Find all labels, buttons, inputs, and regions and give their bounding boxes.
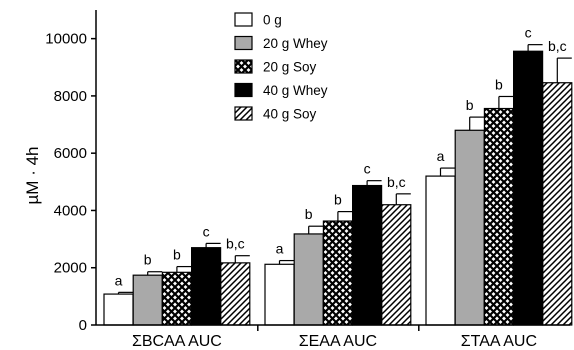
y-axis: 0 2000 4000 6000 8000 10000 µM · 4h: [23, 10, 97, 334]
x-category-label: ΣEAA AUC: [299, 333, 377, 350]
legend-swatch: [234, 12, 253, 27]
bars: a b b c b,c a b b c b,c a b b c b,c: [103, 25, 573, 326]
y-tick-label: 6000: [54, 145, 87, 162]
bar-crosshatch: [322, 220, 353, 326]
significance-label: a: [276, 241, 284, 257]
bar-crosshatch: [161, 271, 192, 326]
significance-label: c: [364, 161, 371, 177]
x-category-label: ΣTAA AUC: [461, 333, 537, 350]
bar-black: [512, 50, 544, 326]
legend-label: 20 g Whey: [263, 36, 328, 51]
y-tick-label: 10000: [45, 31, 87, 48]
legend: 0 g 20 g Whey 20 g Soy 40 g Whey 40 g Soy: [234, 12, 328, 122]
significance-label: b: [334, 192, 342, 208]
legend-label: 0 g: [263, 13, 282, 28]
legend-label: 40 g Whey: [263, 83, 328, 98]
significance-label: b: [173, 247, 181, 263]
bar-white: [103, 293, 134, 326]
legend-swatch: [234, 106, 253, 121]
x-category-label: ΣBCAA AUC: [132, 333, 222, 350]
significance-label: a: [437, 148, 445, 164]
y-axis-label: µM · 4h: [23, 147, 42, 205]
y-tick-label: 4000: [54, 202, 87, 219]
legend-swatch: [234, 59, 253, 74]
bar-gray: [132, 274, 163, 326]
y-tick-label: 0: [79, 317, 87, 334]
legend-label: 40 g Soy: [263, 107, 317, 122]
significance-label: b: [144, 252, 152, 268]
significance-label: a: [115, 272, 123, 288]
significance-label: b: [305, 206, 313, 222]
legend-swatch: [234, 35, 253, 51]
significance-label: c: [525, 25, 532, 41]
bar-gray: [454, 129, 485, 326]
significance-label: b,c: [548, 38, 567, 54]
bar-white: [425, 175, 456, 326]
bar-diagonal: [220, 262, 251, 326]
bar-diagonal: [381, 204, 412, 326]
bar-black: [352, 184, 383, 326]
bar-white: [264, 263, 295, 326]
significance-label: c: [203, 223, 210, 239]
significance-label: b,c: [387, 174, 406, 190]
y-tick-label: 8000: [54, 88, 87, 105]
bar-black: [191, 247, 222, 326]
significance-label: b: [495, 76, 503, 92]
bar-gray: [293, 233, 324, 326]
bar-diagonal: [542, 82, 573, 326]
x-axis: ΣBCAA AUC ΣEAA AUC ΣTAA AUC: [96, 324, 570, 350]
significance-label: b: [466, 97, 474, 113]
bar-crosshatch: [483, 107, 514, 326]
legend-swatch: [234, 82, 253, 98]
legend-label: 20 g Soy: [263, 60, 317, 75]
y-tick-label: 2000: [54, 260, 87, 277]
significance-label: b,c: [226, 236, 245, 252]
